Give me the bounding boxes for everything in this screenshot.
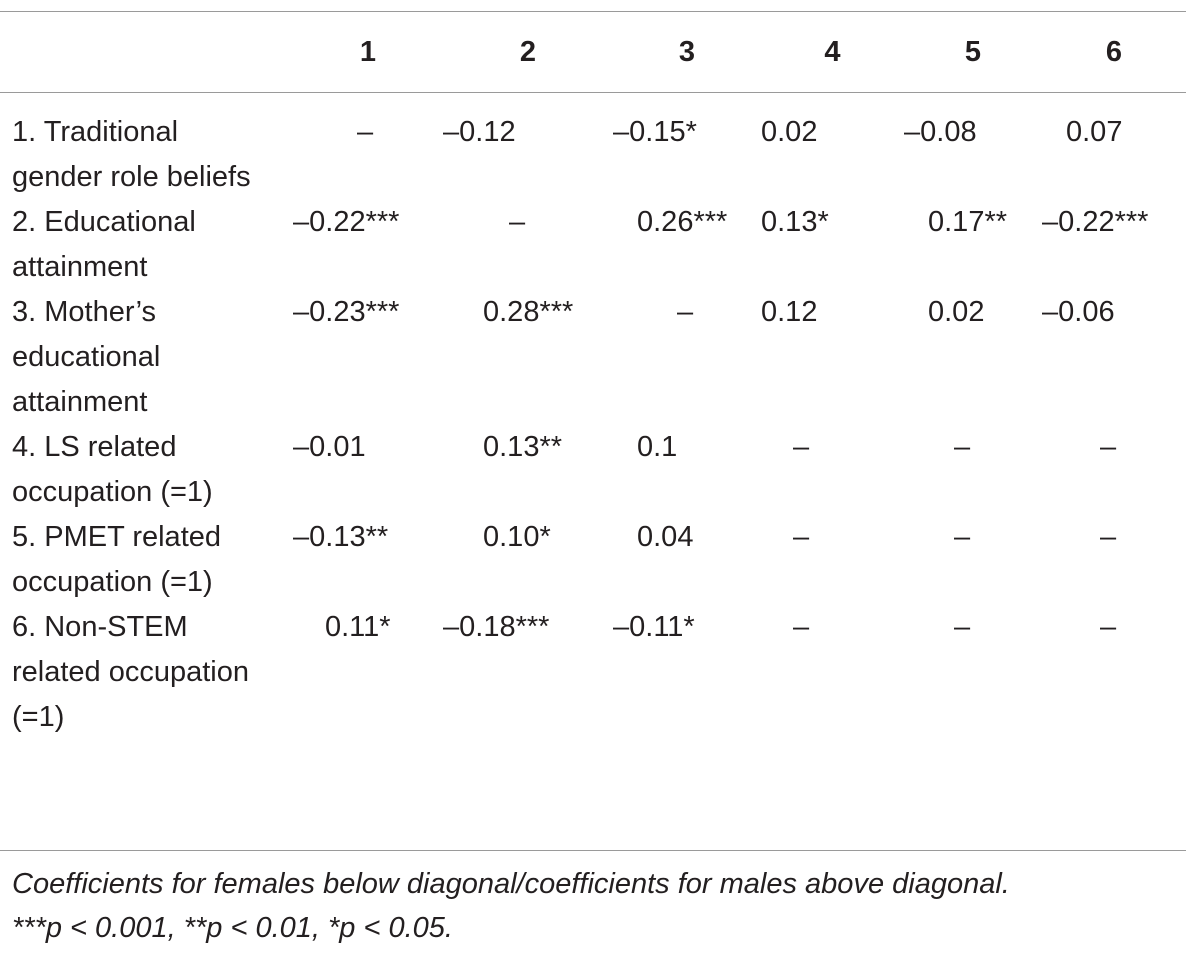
table-cell: –0.06 xyxy=(1042,296,1115,328)
footnote-line-1: Coefficients for females below diagonal/… xyxy=(12,868,1010,900)
column-header-3: 3 xyxy=(678,35,696,68)
table-footnote: Coefficients for females below diagonal/… xyxy=(12,862,1186,950)
table-cell: 0.04 xyxy=(637,521,694,553)
column-header-6: 6 xyxy=(1105,35,1123,68)
table-cell: – xyxy=(954,611,971,643)
table-header-rule xyxy=(0,92,1186,93)
table-cell: 0.1 xyxy=(637,431,678,463)
table-cell: 0.02 xyxy=(928,296,985,328)
table-cell: –0.11* xyxy=(613,611,695,643)
table-cell: –0.08 xyxy=(904,116,977,148)
column-header-label xyxy=(0,12,293,92)
table-cell: 0.07 xyxy=(1066,116,1123,148)
table-row: 1. Traditional gender role beliefs – –0.… xyxy=(0,92,1186,200)
table-cell: – xyxy=(1100,521,1117,553)
row-label: 2. Educational attainment xyxy=(12,206,196,283)
table-cell: –0.23*** xyxy=(293,296,400,328)
column-header-1: 1 xyxy=(359,35,377,68)
table-row: 6. Non-STEM related occupation (=1) 0.11… xyxy=(0,605,1186,752)
row-label: 6. Non-STEM related occupation (=1) xyxy=(12,611,249,733)
table-cell: 0.10* xyxy=(483,521,551,553)
row-label: 5. PMET related occupation (=1) xyxy=(12,521,222,598)
correlation-table: 1 2 3 4 5 6 1. Traditional gender role b… xyxy=(0,12,1186,752)
row-label: 1. Traditional gender role beliefs xyxy=(12,116,251,193)
table-row: 5. PMET related occupation (=1) –0.13** … xyxy=(0,515,1186,605)
column-header-2: 2 xyxy=(519,35,537,68)
table-row: 3. Mother’s educational attainment –0.23… xyxy=(0,290,1186,425)
table-bottom-rule xyxy=(0,850,1186,851)
table-cell: –0.13** xyxy=(293,521,389,553)
table-cell: –0.12 xyxy=(443,116,516,148)
table-cell: 0.28*** xyxy=(483,296,574,328)
table-cell: 0.02 xyxy=(761,116,818,148)
table-cell: – xyxy=(677,296,694,328)
column-header-4: 4 xyxy=(824,35,841,68)
table-cell: –0.22*** xyxy=(1042,206,1149,238)
table-top-rule xyxy=(0,11,1186,12)
row-label: 4. LS related occupation (=1) xyxy=(12,431,213,508)
table-cell: –0.01 xyxy=(293,431,366,463)
row-label: 3. Mother’s educational attainment xyxy=(12,296,161,418)
column-header-5: 5 xyxy=(964,35,982,68)
table-cell: – xyxy=(357,116,374,148)
table-cell: – xyxy=(509,206,526,238)
table-cell: 0.17** xyxy=(928,206,1008,238)
table-cell: – xyxy=(793,431,810,463)
table-row: 2. Educational attainment –0.22*** – 0.2… xyxy=(0,200,1186,290)
table-cell: – xyxy=(954,521,971,553)
table-cell: –0.18*** xyxy=(443,611,550,643)
table-cell: – xyxy=(793,521,810,553)
table-cell: – xyxy=(793,611,810,643)
table-header-row: 1 2 3 4 5 6 xyxy=(0,12,1186,92)
table-cell: –0.22*** xyxy=(293,206,400,238)
table-cell: 0.13** xyxy=(483,431,563,463)
table-cell: – xyxy=(1100,611,1117,643)
table-row: 4. LS related occupation (=1) –0.01 0.13… xyxy=(0,425,1186,515)
table-cell: 0.13* xyxy=(761,206,829,238)
table-cell: 0.26*** xyxy=(637,206,728,238)
table-cell: – xyxy=(1100,431,1117,463)
table-cell: 0.11* xyxy=(325,611,391,643)
table-cell: –0.15* xyxy=(613,116,697,148)
footnote-line-2: ***p < 0.001, **p < 0.01, *p < 0.05. xyxy=(12,912,453,944)
table-cell: 0.12 xyxy=(761,296,818,328)
table-cell: – xyxy=(954,431,971,463)
